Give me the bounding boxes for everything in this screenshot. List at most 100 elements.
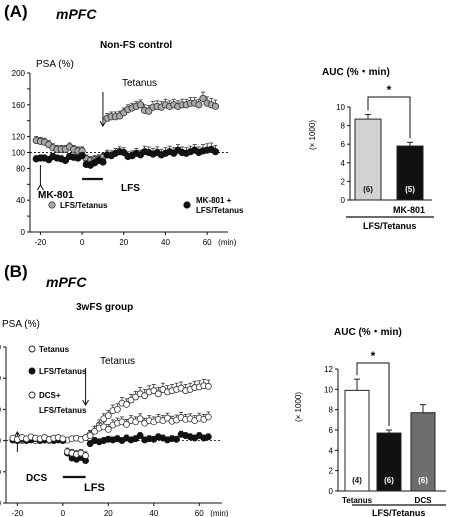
y-tick-label: 100	[12, 149, 26, 158]
y-tick-label: 150	[0, 405, 2, 414]
auc-y-tick-label: 10	[336, 103, 345, 112]
y-tick-label: 160	[12, 101, 26, 110]
x-tick-label: 40	[149, 509, 158, 517]
data-point	[123, 401, 130, 408]
data-point	[199, 94, 207, 103]
tetanus-annotation: Tetanus	[122, 78, 157, 89]
x-tick-label: 20	[119, 238, 128, 247]
y-tick-label: 120	[12, 133, 26, 142]
dcs-annotation: DCS	[26, 473, 47, 484]
data-point	[150, 387, 158, 395]
panel-a-auc-chart: 0 2 4 6 8 10 (6) (5) * AUC (%・min) (× 1000) MK-…	[308, 67, 434, 231]
data-point	[104, 412, 112, 420]
panel-b-letter: (B)	[4, 262, 28, 281]
data-point	[86, 432, 94, 440]
y-tick-label: 0	[0, 499, 2, 508]
data-point	[136, 432, 144, 440]
auc-y-tick-label: 6	[341, 140, 346, 149]
x-tick-label: 40	[161, 238, 170, 247]
x-axis-unit: (min)	[210, 509, 229, 517]
legend-marker-mk801	[183, 201, 191, 209]
x-tick-label: 60	[203, 238, 212, 247]
auc-bar	[410, 412, 436, 492]
legend-label-lfs-tetanus: LFS/Tetanus	[60, 201, 108, 210]
auc-n-label: (5)	[405, 185, 415, 194]
panel-b-auc-chart: 0 2 4 6 8 10 12 (4) Tetanus (6) (6) DCS * AUC (%・mi…	[294, 327, 446, 517]
auc-bar	[396, 145, 424, 201]
auc-bar	[344, 389, 370, 492]
data-point	[154, 390, 162, 398]
auc-n-label: (6)	[418, 476, 428, 485]
x-axis-unit: (min)	[218, 238, 237, 247]
data-point	[86, 440, 94, 448]
auc-y-tick-label: 4	[341, 159, 346, 168]
data-point	[127, 396, 135, 404]
data-point	[132, 393, 140, 401]
data-point	[204, 413, 212, 421]
panel-a-title: Non-FS control	[100, 40, 172, 51]
legend-marker-lfs-tetanus	[48, 201, 56, 209]
data-point	[104, 425, 112, 433]
data-point	[132, 435, 140, 443]
auc-y-tick-label: 2	[341, 177, 346, 186]
data-point	[141, 392, 149, 400]
auc-y-tick-label: 2	[329, 467, 334, 476]
auc-y-tick-label: 0	[341, 196, 346, 205]
drug-arrow-head	[36, 184, 44, 191]
data-point	[99, 158, 107, 166]
data-point	[132, 418, 140, 426]
data-point	[91, 427, 99, 435]
auc-y-tick-label: 10	[324, 385, 333, 394]
data-point	[59, 435, 67, 443]
data-point	[136, 415, 144, 423]
auc-category-label-a: MK-801	[393, 205, 425, 215]
significance-star: *	[371, 349, 376, 363]
data-point	[164, 414, 171, 422]
legend-label-dcs-part1: DCS+	[39, 391, 61, 400]
x-tick-label: 0	[61, 509, 66, 517]
auc-n-label: (4)	[352, 476, 362, 485]
data-point	[82, 452, 89, 459]
panel-b-ylabel: PSA (%)	[2, 319, 40, 330]
x-tick-label: -20	[12, 509, 24, 517]
legend-marker-lfs-tetanus-b	[28, 367, 36, 375]
auc-n-label: (6)	[363, 185, 373, 194]
legend-label-tetanus: Tetanus	[39, 345, 70, 354]
panel-a-region: mPFC	[56, 6, 97, 22]
lfs-annotation: LFS	[121, 183, 140, 194]
data-point	[204, 382, 212, 390]
auc-y-tick-label: 4	[329, 446, 334, 455]
data-point	[211, 148, 220, 156]
significance-bracket	[367, 96, 411, 139]
panel-a-ylabel: PSA (%)	[36, 59, 74, 70]
panel-b-timecourse-chart: 0 50 100 150 200 250 -20 0 20 40 60 (min) Tetanus L…	[0, 343, 229, 517]
tetanus-annotation-b: Tetanus	[100, 356, 135, 367]
y-tick-label: 100	[0, 437, 2, 446]
x-tick-label: 20	[104, 509, 113, 517]
legend-label-lfs-tetanus-b: LFS/Tetanus	[39, 367, 87, 376]
data-point	[173, 435, 180, 443]
legend-marker-dcs	[28, 391, 36, 399]
auc-y-tick-label: 12	[324, 365, 333, 374]
legend-label-mk801-part2: LFS/Tetanus	[196, 206, 244, 215]
auc-group-label-b: LFS/Tetanus	[372, 508, 425, 517]
data-point	[114, 405, 121, 413]
auc-title-b: AUC (%・min)	[334, 327, 402, 338]
y-tick-label: 200	[0, 374, 2, 383]
panel-b-region: mPFC	[46, 274, 87, 290]
auc-title-a: AUC (%・min)	[322, 67, 390, 78]
x-tick-label: 60	[195, 509, 204, 517]
auc-y-tick-label: 8	[329, 406, 334, 415]
legend-label-mk801-part1: MK-801 +	[196, 196, 232, 205]
y-tick-label: 200	[12, 69, 26, 78]
auc-ylabel-b: (× 1000)	[294, 392, 303, 422]
auc-y-tick-label: 6	[329, 426, 334, 435]
lfs-annotation-b: LFS	[84, 482, 105, 494]
data-point	[195, 101, 203, 109]
significance-bracket	[356, 362, 390, 426]
panel-b-title: 3wFS group	[76, 302, 133, 313]
auc-category-label: Tetanus	[342, 496, 373, 505]
y-tick-label: 0	[21, 228, 26, 237]
auc-n-label: (6)	[384, 476, 394, 485]
